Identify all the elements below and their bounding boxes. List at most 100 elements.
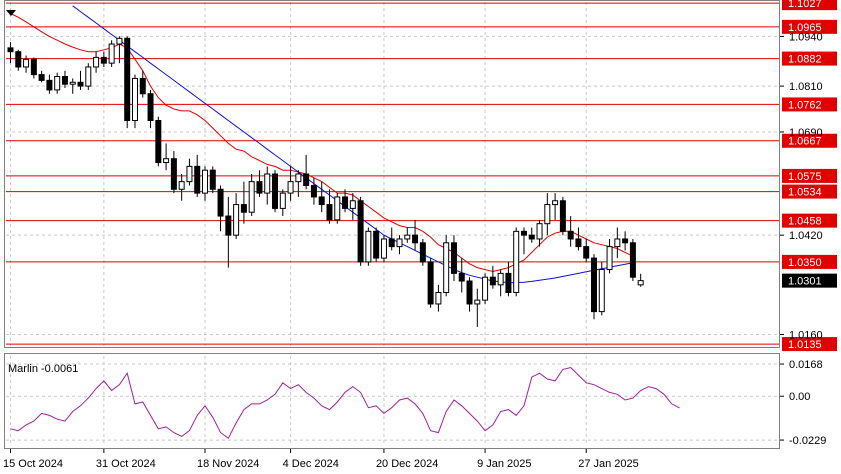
candle-down bbox=[170, 158, 177, 190]
candle-up bbox=[536, 223, 543, 240]
candle-up bbox=[482, 276, 489, 301]
time-tick-label: 18 Nov 2024 bbox=[197, 458, 259, 470]
candle-down bbox=[489, 276, 496, 286]
marlin-tick-label: -0.0229 bbox=[789, 435, 826, 447]
level-tag bbox=[782, 254, 837, 269]
candle-up bbox=[404, 234, 411, 240]
time-tick-label: 20 Dec 2024 bbox=[376, 458, 438, 470]
candle-down bbox=[30, 58, 37, 76]
candle-down bbox=[559, 200, 566, 232]
level-label: 1.1027 bbox=[788, 0, 822, 10]
main-price-axis: 1.0940 1.0810 1.0690 1.0420 1.0160 1.0301 bbox=[780, 31, 837, 342]
candle-down bbox=[147, 93, 154, 121]
candle-down bbox=[209, 169, 216, 190]
time-tick-label: 9 Jan 2025 bbox=[477, 458, 531, 470]
level-tag bbox=[782, 97, 837, 112]
level-label: 1.0882 bbox=[788, 54, 822, 66]
candle-down bbox=[567, 230, 574, 240]
price-tick-label: 1.0160 bbox=[789, 330, 823, 342]
candle-down bbox=[450, 242, 457, 274]
candle-up bbox=[108, 43, 115, 64]
candle-up bbox=[598, 269, 605, 313]
candle-down bbox=[528, 234, 535, 240]
time-axis: 15 Oct 2024 31 Oct 2024 18 Nov 2024 4 Dec 2… bbox=[3, 449, 639, 470]
candle-up bbox=[396, 238, 403, 248]
candle-up bbox=[54, 76, 61, 91]
candle-up bbox=[178, 181, 185, 190]
candle-up bbox=[443, 242, 450, 293]
candle-down bbox=[240, 204, 247, 213]
candle-down bbox=[7, 47, 14, 53]
candle-up bbox=[435, 291, 442, 305]
price-tick-label: 1.0690 bbox=[789, 127, 823, 139]
marlin-tick-label: 0.00 bbox=[789, 391, 810, 403]
candle-up bbox=[365, 230, 372, 263]
level-tag bbox=[782, 168, 837, 183]
candle-down bbox=[412, 234, 419, 244]
candle-up bbox=[163, 158, 170, 164]
candle-up bbox=[233, 204, 240, 236]
candle-down bbox=[388, 238, 395, 248]
candle-up bbox=[380, 238, 387, 259]
level-label: 1.0350 bbox=[788, 257, 822, 269]
candle-down bbox=[419, 242, 426, 263]
candlesticks bbox=[7, 36, 644, 327]
pane-border-main bbox=[4, 0, 780, 348]
marlin-pane-grid bbox=[6, 356, 780, 446]
candle-up bbox=[474, 299, 481, 305]
level-tag bbox=[782, 0, 837, 11]
candle-down bbox=[15, 51, 22, 68]
candle-down bbox=[373, 230, 380, 259]
candle-down bbox=[61, 76, 68, 85]
candle-down bbox=[225, 215, 232, 236]
candle-down bbox=[318, 196, 325, 206]
candle-down bbox=[256, 181, 263, 194]
level-label: 1.0762 bbox=[788, 99, 822, 111]
level-label: 1.0534 bbox=[788, 187, 822, 199]
level-tag bbox=[782, 51, 837, 66]
candle-down bbox=[194, 165, 201, 194]
level-tag bbox=[782, 133, 837, 148]
candle-down bbox=[591, 257, 597, 313]
candle-down bbox=[342, 196, 349, 209]
candle-down bbox=[505, 272, 512, 293]
candle-up bbox=[131, 77, 138, 121]
marlin-line bbox=[10, 366, 680, 440]
candle-up bbox=[85, 66, 92, 87]
candle-up bbox=[513, 230, 520, 293]
candle-down bbox=[100, 56, 107, 64]
candle-down bbox=[155, 119, 162, 164]
marlin-label: Marlin -0.0061 bbox=[8, 363, 78, 375]
current-price-label: 1.0301 bbox=[788, 276, 822, 288]
candle-down bbox=[622, 238, 629, 244]
price-tick-label: 1.0420 bbox=[789, 230, 823, 242]
marlin-value-axis: 0.0168 0.00 -0.0229 bbox=[780, 359, 826, 447]
level-label: 1.0135 bbox=[788, 339, 822, 351]
price-tick-label: 1.0940 bbox=[789, 31, 823, 43]
candle-up bbox=[544, 204, 551, 225]
candle-up bbox=[93, 56, 100, 68]
candle-down bbox=[520, 230, 527, 236]
candle-up bbox=[614, 238, 621, 248]
marlin-oscillator bbox=[10, 366, 680, 440]
level-label: 1.0667 bbox=[788, 136, 822, 148]
candle-up bbox=[349, 200, 356, 209]
candle-down bbox=[575, 238, 582, 248]
pane-border-marlin bbox=[4, 353, 780, 449]
candle-up bbox=[116, 37, 123, 45]
price-tick-label: 1.0810 bbox=[789, 81, 823, 93]
time-tick-label: 4 Dec 2024 bbox=[283, 458, 339, 470]
candle-up bbox=[334, 196, 341, 221]
dropdown-arrow-icon[interactable] bbox=[6, 10, 16, 16]
candle-down bbox=[77, 81, 84, 87]
candle-down bbox=[272, 173, 279, 209]
candle-down bbox=[217, 188, 224, 217]
candle-down bbox=[583, 246, 590, 259]
candle-up bbox=[606, 246, 613, 271]
candle-up bbox=[202, 169, 208, 194]
time-tick-label: 31 Oct 2024 bbox=[96, 458, 156, 470]
level-label: 1.0965 bbox=[788, 22, 822, 34]
candle-up bbox=[279, 192, 286, 209]
candle-down bbox=[629, 242, 636, 278]
